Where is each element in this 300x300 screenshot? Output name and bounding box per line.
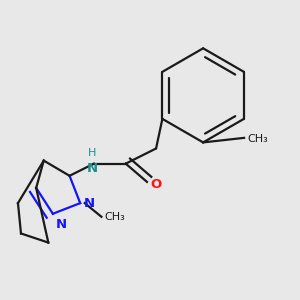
Text: CH₃: CH₃	[104, 212, 125, 222]
Text: N: N	[84, 196, 95, 210]
Text: O: O	[151, 178, 162, 191]
Text: H: H	[88, 148, 97, 158]
Text: N: N	[55, 218, 66, 231]
Text: N: N	[87, 162, 98, 175]
Text: CH₃: CH₃	[248, 134, 268, 144]
